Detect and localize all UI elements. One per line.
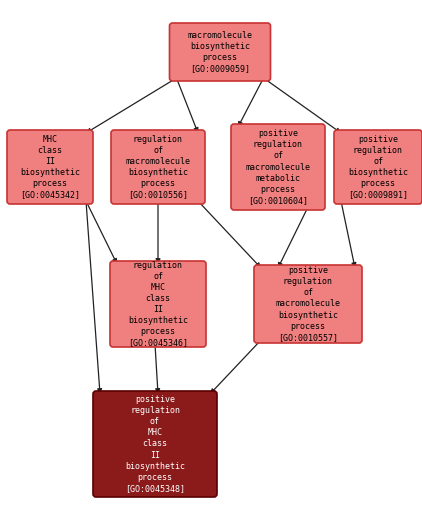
FancyBboxPatch shape (111, 130, 205, 204)
Text: regulation
of
macromolecule
biosynthetic
process
[GO:0010556]: regulation of macromolecule biosynthetic… (125, 135, 190, 199)
FancyBboxPatch shape (7, 130, 93, 204)
FancyBboxPatch shape (110, 261, 206, 347)
FancyBboxPatch shape (334, 130, 422, 204)
Text: positive
regulation
of
macromolecule
metabolic
process
[GO:0010604]: positive regulation of macromolecule met… (246, 129, 311, 205)
Text: MHC
class
II
biosynthetic
process
[GO:0045342]: MHC class II biosynthetic process [GO:00… (20, 135, 80, 199)
Text: macromolecule
biosynthetic
process
[GO:0009059]: macromolecule biosynthetic process [GO:0… (187, 31, 252, 73)
Text: positive
regulation
of
MHC
class
II
biosynthetic
process
[GO:0045348]: positive regulation of MHC class II bios… (125, 395, 185, 493)
FancyBboxPatch shape (231, 124, 325, 210)
FancyBboxPatch shape (170, 23, 271, 81)
FancyBboxPatch shape (254, 265, 362, 343)
FancyBboxPatch shape (93, 391, 217, 497)
Text: positive
regulation
of
macromolecule
biosynthetic
process
[GO:0010557]: positive regulation of macromolecule bio… (276, 266, 341, 342)
Text: regulation
of
MHC
class
II
biosynthetic
process
[GO:0045346]: regulation of MHC class II biosynthetic … (128, 260, 188, 347)
Text: positive
regulation
of
biosynthetic
process
[GO:0009891]: positive regulation of biosynthetic proc… (348, 135, 408, 199)
